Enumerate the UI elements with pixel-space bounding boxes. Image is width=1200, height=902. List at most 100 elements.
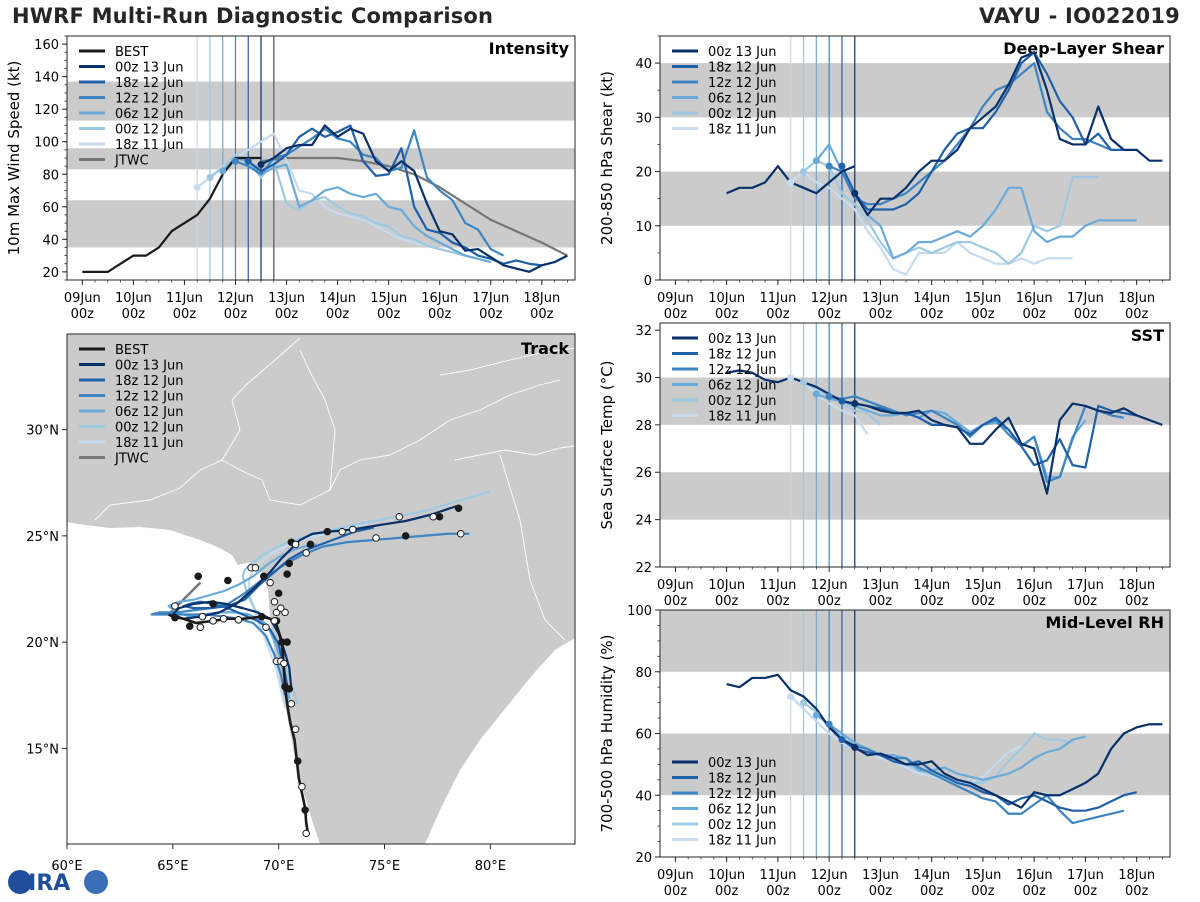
intensity-title: Intensity <box>489 39 570 58</box>
shear-ylabel: 200-850 hPa Shear (kt) <box>598 71 616 245</box>
rh-xtick-label: 18Jun <box>1118 868 1155 883</box>
shear-legend-label: 00z 13 Jun <box>708 45 777 60</box>
sst-legend-label: 00z 13 Jun <box>708 332 777 347</box>
cira-logo-mark: CIRA <box>8 870 108 896</box>
rh-xtick-label: 11Jun <box>759 868 796 883</box>
rh-ytick-label: 80 <box>635 666 652 681</box>
rh-legend-label: 18z 12 Jun <box>708 772 777 787</box>
track-marker-run-3 <box>219 614 228 623</box>
track-marker-run-0 <box>348 525 357 534</box>
intensity-band <box>67 81 575 121</box>
shear-xtick-sub: 00z <box>664 307 688 322</box>
track-marker-run-0 <box>454 504 463 513</box>
intensity-ytick-label: 80 <box>42 168 59 183</box>
shear-legend-label: 00z 12 Jun <box>708 107 777 122</box>
shear-init-point <box>812 157 820 165</box>
rh-xtick-label: 14Jun <box>913 868 950 883</box>
track-xtick-label: 80°E <box>475 859 506 874</box>
track-run-1 <box>182 526 375 685</box>
rh-xtick-sub: 00z <box>1022 884 1046 899</box>
track-marker-run-4 <box>395 512 404 521</box>
track-marker-run-0 <box>283 570 291 578</box>
sst-xtick-sub: 00z <box>817 594 841 609</box>
track-marker-run-1 <box>224 576 232 585</box>
rh-ytick-label: 100 <box>627 604 652 619</box>
shear-legend-label: 12z 12 Jun <box>708 76 777 91</box>
logo-text: CIRA <box>12 871 70 896</box>
track-legend-label: 00z 12 Jun <box>115 421 184 436</box>
rh-xtick-label: 12Jun <box>811 868 848 883</box>
sst-ytick-label: 24 <box>635 514 652 529</box>
track-ytick-label: 15°N <box>26 742 59 757</box>
shear-ytick-label: 0 <box>644 274 652 289</box>
intensity-ylabel: 10m Max Wind Speed (kt) <box>5 61 23 256</box>
sst-xtick-label: 10Jun <box>708 578 745 593</box>
track-marker-best <box>293 757 302 765</box>
track-marker-best <box>257 612 266 621</box>
track-marker-best <box>270 617 279 625</box>
intensity-xtick-label: 16Jun <box>421 291 458 306</box>
intensity-legend-label: 06z 12 Jun <box>115 107 184 122</box>
track-marker-run-3 <box>198 612 207 621</box>
intensity-xtick-sub: 00z <box>122 307 146 322</box>
intensity-panel: 2040608010012014016009Jun00z10Jun00z11Ju… <box>5 35 576 322</box>
sst-init-point <box>838 397 846 405</box>
shear-ytick-label: 20 <box>635 166 652 181</box>
shear-xtick-label: 10Jun <box>708 291 745 306</box>
rh-init-point <box>838 736 846 744</box>
sst-title: SST <box>1131 326 1164 345</box>
intensity-legend-label: 12z 12 Jun <box>115 92 184 107</box>
sst-xtick-label: 16Jun <box>1016 578 1053 593</box>
track-legend-label: BEST <box>115 343 148 358</box>
storm-id: VAYU - IO022019 <box>978 4 1180 28</box>
track-marker-run-0 <box>285 559 294 568</box>
rh-ytick-label: 40 <box>635 789 652 804</box>
shear-series-0 <box>853 51 1163 217</box>
shear-xtick-sub: 00z <box>766 307 790 322</box>
intensity-init-point <box>244 157 252 165</box>
sst-series-0 <box>854 402 1163 495</box>
intensity-ytick-label: 20 <box>42 266 59 281</box>
track-marker-run-2 <box>372 534 380 542</box>
intensity-legend-label: 00z 13 Jun <box>115 61 184 76</box>
figure-title: HWRF Multi-Run Diagnostic Comparison <box>12 4 494 28</box>
rh-series-5 <box>789 695 1022 785</box>
shear-series-1 <box>840 51 1124 211</box>
rh-xtick-sub: 00z <box>971 884 995 899</box>
intensity-ytick-label: 160 <box>34 38 59 53</box>
intensity-xtick-label: 14Jun <box>319 291 356 306</box>
shear-panel: 01020304009Jun00z10Jun00z11Jun00z12Jun00… <box>598 35 1171 322</box>
shear-xtick-label: 11Jun <box>759 291 796 306</box>
track-legend-label: 12z 12 Jun <box>115 390 184 405</box>
sst-xtick-sub: 00z <box>664 594 688 609</box>
sst-ytick-label: 30 <box>635 371 652 386</box>
intensity-ytick-label: 60 <box>42 201 59 216</box>
shear-ytick-label: 40 <box>635 57 652 72</box>
intensity-series-0 <box>260 124 568 273</box>
sst-init-point <box>825 392 833 400</box>
shear-band <box>660 171 1170 226</box>
rh-init-point <box>787 692 795 700</box>
intensity-ytick-label: 100 <box>34 136 59 151</box>
intensity-xtick-sub: 00z <box>479 307 503 322</box>
intensity-ytick-label: 120 <box>34 103 59 118</box>
rh-xtick-label: 09Jun <box>657 868 694 883</box>
shear-xtick-label: 12Jun <box>811 291 848 306</box>
sst-init-point <box>800 378 808 386</box>
shear-legend-label: 06z 12 Jun <box>708 92 777 107</box>
rh-xtick-label: 13Jun <box>862 868 899 883</box>
rh-panel: 2040608010009Jun00z10Jun00z11Jun00z12Jun… <box>598 604 1171 899</box>
intensity-init-point <box>206 174 214 182</box>
intensity-xtick-sub: 00z <box>530 307 554 322</box>
intensity-init-point <box>257 161 265 169</box>
track-marker-run-3 <box>196 623 205 632</box>
intensity-series-2 <box>235 127 505 257</box>
intensity-best-series <box>82 156 262 273</box>
rh-xtick-sub: 00z <box>869 884 893 899</box>
track-legend-label: JTWC <box>114 452 149 467</box>
track-marker-run-0 <box>323 527 332 536</box>
track-run-2 <box>150 532 470 696</box>
shear-xtick-sub: 00z <box>971 307 995 322</box>
rh-title: Mid-Level RH <box>1045 613 1164 632</box>
